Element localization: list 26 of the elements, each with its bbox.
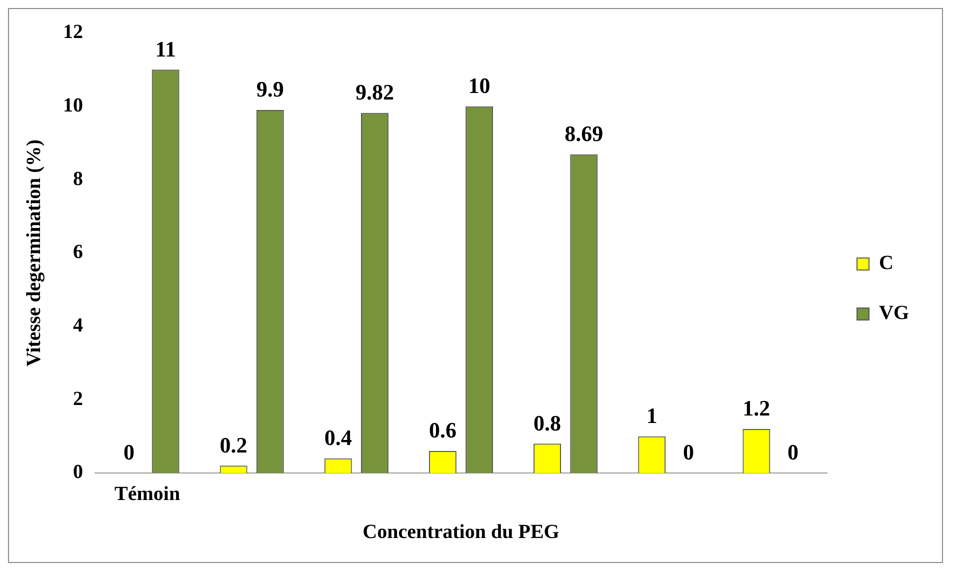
legend-label: VG [879, 302, 910, 324]
data-label: 9.9 [256, 76, 284, 102]
x-axis-title: Concentration du PEG [362, 521, 560, 544]
x-tick-label: Témoin [114, 483, 180, 506]
data-label: 8.69 [564, 121, 604, 146]
y-tick-label: 2 [73, 388, 83, 410]
y-axis-title: Vitesse degermination (%) [23, 140, 46, 366]
data-label: 0 [123, 440, 134, 465]
y-tick-label: 12 [63, 21, 83, 44]
y-tick-label: 10 [63, 94, 83, 117]
data-label: 0 [682, 440, 694, 465]
y-tick-label: 6 [73, 241, 83, 264]
y-tick-label: 8 [73, 168, 83, 190]
legend-label: C [879, 252, 894, 274]
data-label: 1.2 [742, 396, 770, 421]
data-label: 0.6 [428, 418, 456, 443]
data-label: 9.82 [355, 80, 394, 105]
data-label: 0 [788, 440, 799, 465]
data-label: 0.4 [324, 425, 352, 450]
data-label: 1 [646, 403, 658, 428]
data-label: 11 [155, 36, 176, 62]
data-label: 0.2 [220, 432, 248, 458]
y-tick-label: 4 [73, 314, 83, 337]
data-label: 10 [468, 73, 490, 98]
data-label: 0.8 [534, 410, 562, 436]
y-tick-label: 0 [73, 461, 83, 484]
